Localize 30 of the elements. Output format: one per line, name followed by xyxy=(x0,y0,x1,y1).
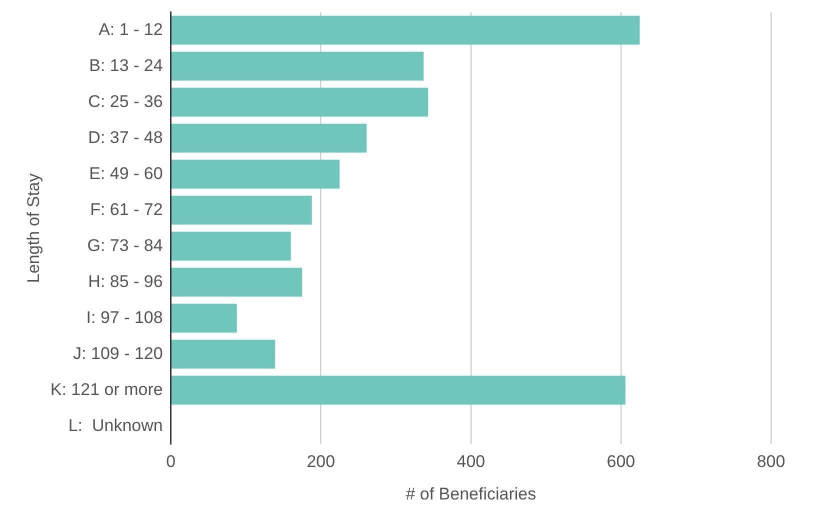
bar xyxy=(171,304,237,333)
y-tick-label: K: 121 or more xyxy=(50,380,163,399)
y-axis-title: Length of Stay xyxy=(24,172,43,284)
bar xyxy=(171,52,424,81)
x-tick-label: 200 xyxy=(306,452,336,472)
x-axis-title: # of Beneficiaries xyxy=(406,484,536,504)
y-tick-label: H: 85 - 96 xyxy=(88,272,163,291)
x-tick-label: 0 xyxy=(166,452,176,472)
y-tick-label: I: 97 - 108 xyxy=(86,308,163,327)
bar xyxy=(171,340,276,369)
y-tick-label: J: 109 - 120 xyxy=(73,344,163,363)
bar xyxy=(171,268,302,297)
y-tick-label: B: 13 - 24 xyxy=(89,56,163,75)
bar xyxy=(171,124,367,153)
bar xyxy=(171,160,340,189)
y-tick-label: D: 37 - 48 xyxy=(88,128,163,147)
bar xyxy=(171,376,626,405)
y-tick-label: C: 25 - 36 xyxy=(88,92,163,111)
y-tick-label: G: 73 - 84 xyxy=(87,236,163,255)
bar xyxy=(171,88,428,117)
y-tick-label: L: Unknown xyxy=(68,416,163,435)
bar xyxy=(171,196,312,225)
x-tick-label: 400 xyxy=(456,452,486,472)
y-tick-label: F: 61 - 72 xyxy=(90,200,163,219)
y-tick-label: E: 49 - 60 xyxy=(89,164,163,183)
bar xyxy=(171,232,291,261)
x-tick-label: 800 xyxy=(756,452,786,472)
x-tick-label: 600 xyxy=(606,452,636,472)
y-tick-label: A: 1 - 12 xyxy=(98,20,163,39)
bar xyxy=(171,16,640,45)
